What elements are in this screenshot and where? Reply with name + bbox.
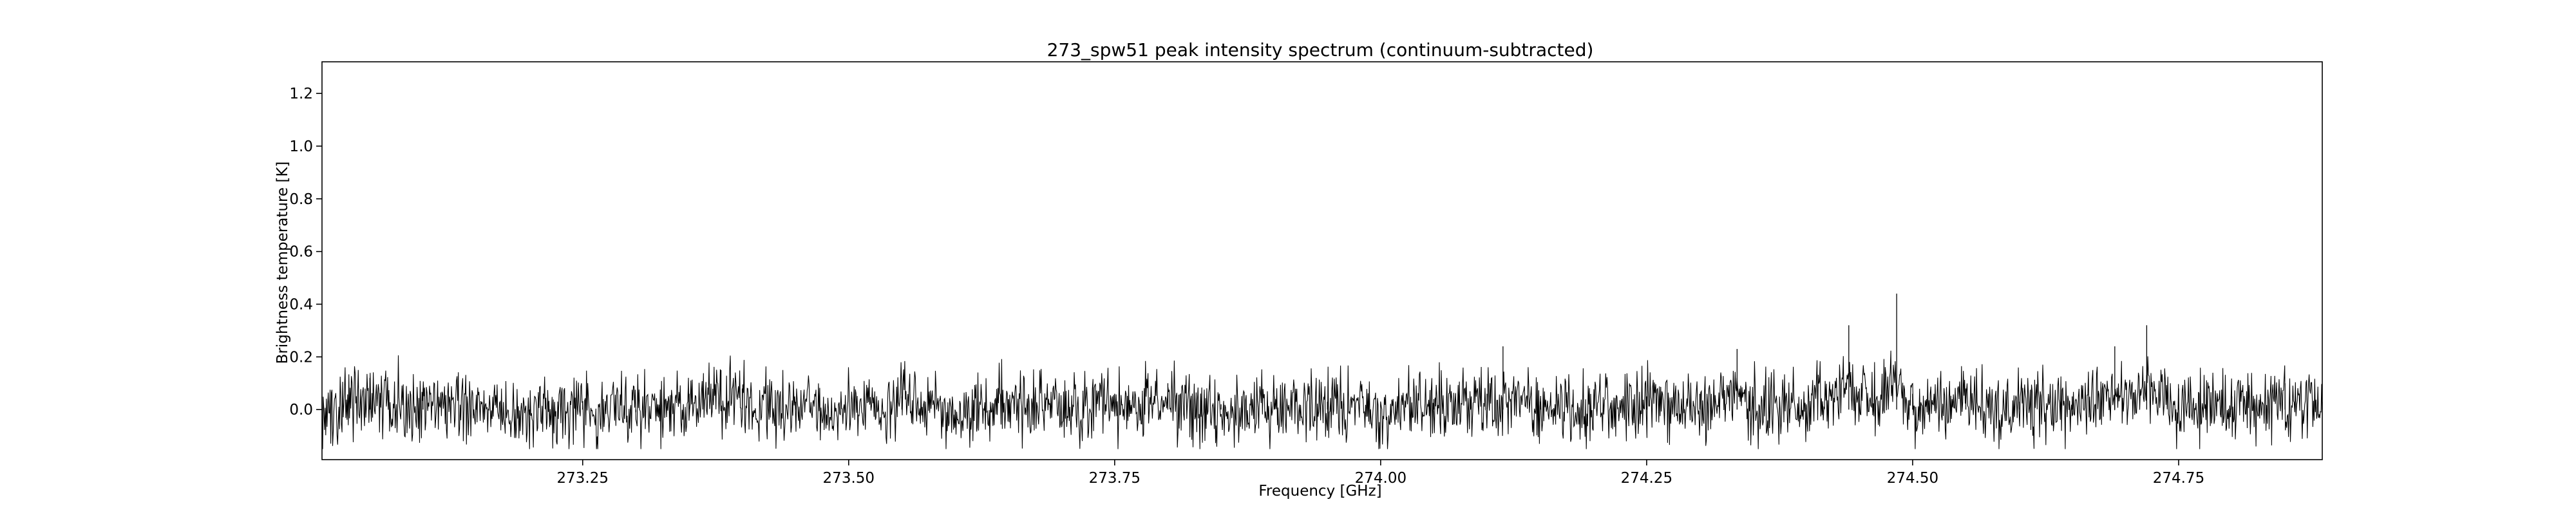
y-tick-label: 0.2 [289, 349, 313, 366]
x-tick-label: 273.50 [823, 470, 875, 487]
x-tick-label: 274.50 [1887, 470, 1938, 487]
x-axis: 273.25 273.50 273.75 274.00 274.25 274.50 274.… [557, 460, 2204, 487]
y-tick-label: 0.4 [289, 297, 313, 314]
spectrum-series [321, 294, 2323, 449]
x-tick-label: 274.75 [2153, 470, 2204, 487]
y-axis-label: Brightness temperature [K] [274, 162, 291, 364]
y-tick-label: 1.0 [289, 138, 313, 155]
plot-area [321, 61, 2323, 460]
y-tick-label: 0.8 [289, 191, 313, 208]
y-axis: 0.0 0.2 0.4 0.6 0.8 1.0 1.2 [289, 86, 322, 418]
plot-frame [321, 61, 2323, 460]
y-tick-label: 0.0 [289, 402, 313, 418]
chart-title: 273_spw51 peak intensity spectrum (conti… [1047, 39, 1594, 61]
x-axis-label: Frequency [GHz] [1258, 483, 1381, 500]
y-tick-label: 1.2 [289, 86, 313, 102]
x-tick-label: 273.75 [1089, 470, 1141, 487]
spectrum-noise-trace [321, 350, 2323, 449]
y-tick-label: 0.6 [289, 244, 313, 261]
x-tick-label: 274.25 [1621, 470, 1672, 487]
x-tick-label: 274.00 [1355, 470, 1406, 487]
x-tick-label: 273.25 [557, 470, 609, 487]
